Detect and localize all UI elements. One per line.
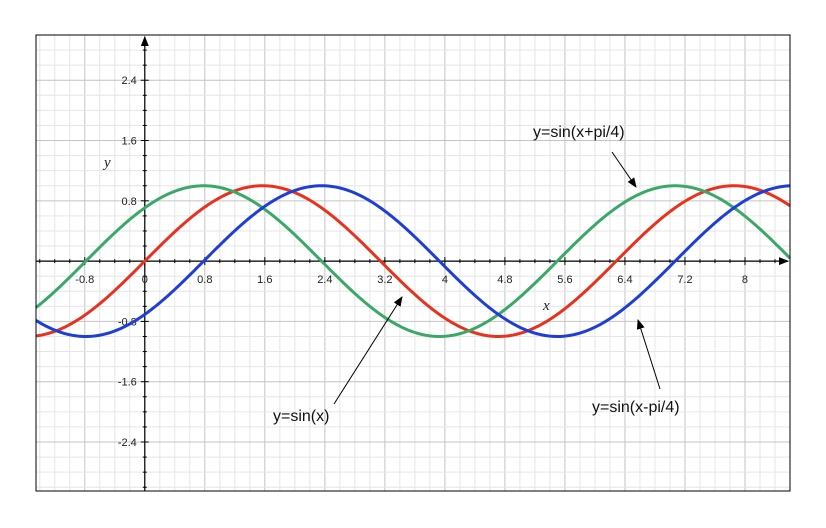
y-tick-label: -1.6 <box>118 377 137 389</box>
annotation-arrow-sin-x-plus-pi4 <box>611 151 637 188</box>
x-tick-label: 1.6 <box>257 274 272 286</box>
annotation-sin-x-plus-pi4: y=sin(x+pi/4) <box>533 124 625 141</box>
x-tick-label: 6.4 <box>617 274 632 286</box>
y-axis-label: y <box>102 155 111 171</box>
x-tick-label: 7.2 <box>677 274 692 286</box>
plot-frame <box>35 34 791 492</box>
x-tick-label: 4.8 <box>497 274 512 286</box>
x-tick-label: 2.4 <box>317 274 332 286</box>
y-tick-label: 0.8 <box>121 196 136 208</box>
y-tick-label: -2.4 <box>118 437 137 449</box>
x-axis-label: x <box>542 298 550 314</box>
x-tick-label: -0.8 <box>75 274 94 286</box>
series-line-0 <box>35 184 791 338</box>
x-tick-label: 0 <box>142 274 148 286</box>
annotation-sin-x: y=sin(x) <box>273 408 329 425</box>
series-line-2 <box>35 184 791 338</box>
series-line-1 <box>35 184 792 338</box>
x-tick-label: 8 <box>742 274 748 286</box>
y-tick-label: 1.6 <box>121 136 136 148</box>
x-tick-label: 5.6 <box>557 274 572 286</box>
annotation-sin-x-minus-pi4: y=sin(x-pi/4) <box>592 399 680 416</box>
y-tick-label: -0.8 <box>118 316 137 328</box>
y-tick-label: 2.4 <box>121 75 136 87</box>
x-tick-label: 4 <box>442 274 448 286</box>
x-tick-label: 0.8 <box>197 274 212 286</box>
x-tick-label: 3.2 <box>377 274 392 286</box>
annotation-arrow-sin-x-minus-pi4 <box>636 319 661 390</box>
tick-labels: -0.8 0 0.8 1.6 2.4 3.2 4 4.8 5.6 6.4 7.2 8 2.4 1.6 0.8… <box>75 75 748 449</box>
annotation-arrow-sin-x <box>333 296 403 405</box>
grid <box>36 34 790 491</box>
series-lines <box>35 184 792 338</box>
